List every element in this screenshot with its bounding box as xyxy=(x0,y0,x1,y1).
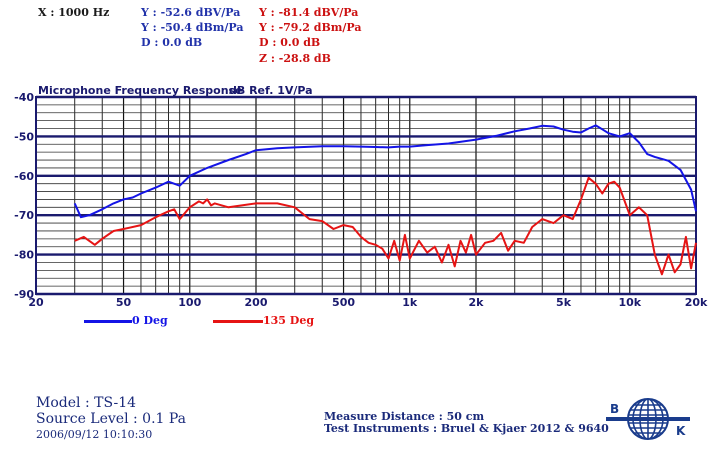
x-tick-label: 2k xyxy=(469,296,485,309)
legend-label-0-deg: 0 Deg xyxy=(132,314,168,327)
datetime-label: 2006/09/12 10:10:30 xyxy=(36,428,153,441)
chart-title: Microphone Frequency Response xyxy=(38,84,243,97)
blue-y-dbv-readout: Y : -52.6 dBV/Pa xyxy=(141,6,241,19)
chart-ylabel: dB Ref. 1V/Pa xyxy=(229,84,313,97)
logo-letter-k: K xyxy=(676,424,686,438)
x-tick-label: 500 xyxy=(332,296,355,309)
y-tick-label: -60 xyxy=(14,170,34,183)
measure-distance-label: Measure Distance : 50 cm xyxy=(324,410,485,423)
logo-letter-b: B xyxy=(610,402,619,416)
source-level-label: Source Level : 0.1 Pa xyxy=(36,411,187,427)
series-lines xyxy=(73,124,697,276)
y-tick-label: -70 xyxy=(14,209,34,222)
y-axis-ticks: -40 -50 -60 -70 -80 -90 xyxy=(14,91,34,301)
red-y-dbv-readout: Y : -81.4 dBV/Pa xyxy=(259,6,359,19)
bruel-kjaer-logo-icon: B K xyxy=(606,398,690,440)
x-tick-label: 200 xyxy=(245,296,268,309)
blue-y-dbm-readout: Y : -50.4 dBm/Pa xyxy=(141,21,244,34)
y-tick-label: -40 xyxy=(14,91,34,104)
y-tick-label: -80 xyxy=(14,249,34,262)
x-tick-label: 1k xyxy=(402,296,418,309)
plot-frame xyxy=(35,96,697,295)
red-d-readout: D : 0.0 dB xyxy=(259,36,321,49)
legend-swatch-135-deg xyxy=(213,320,263,323)
x-tick-label: 20k xyxy=(685,296,708,309)
model-label: Model : TS-14 xyxy=(36,395,137,411)
red-y-dbm-readout: Y : -79.2 dBm/Pa xyxy=(259,21,362,34)
y-tick-label: -50 xyxy=(14,130,34,143)
series-line-0-deg xyxy=(73,124,697,219)
x-tick-label: 10k xyxy=(618,296,641,309)
x-tick-label: 5k xyxy=(556,296,572,309)
x-tick-label: 100 xyxy=(178,296,201,309)
x-tick-label: 50 xyxy=(116,296,132,309)
blue-d-readout: D : 0.0 dB xyxy=(141,36,203,49)
legend-swatch-0-deg xyxy=(84,320,132,323)
series-line-135-deg xyxy=(74,176,697,276)
frequency-response-chart: Microphone Frequency Response dB Ref. 1V… xyxy=(14,84,708,309)
test-instruments-label: Test Instruments : Bruel & Kjaer 2012 & … xyxy=(324,422,609,435)
red-z-readout: Z : -28.8 dB xyxy=(259,52,331,65)
x-axis-ticks: 20 50 100 200 500 1k 2k 5k 10k 20k xyxy=(28,296,708,309)
legend-label-135-deg: 135 Deg xyxy=(263,314,315,327)
y-tick-label: -90 xyxy=(14,288,34,301)
x-tick-label: 20 xyxy=(28,296,44,309)
x-readout: X : 1000 Hz xyxy=(38,6,110,19)
